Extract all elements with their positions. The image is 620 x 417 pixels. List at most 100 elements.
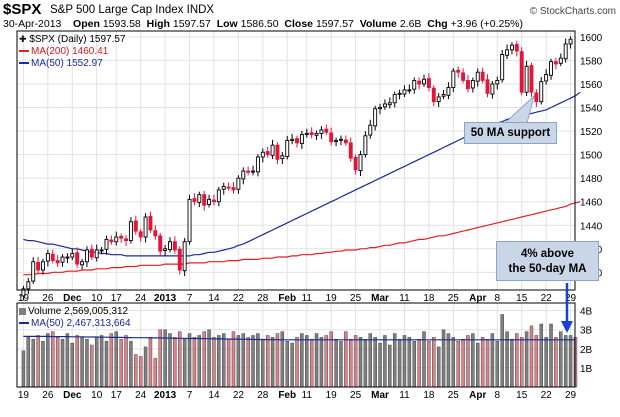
candle-body — [363, 135, 368, 156]
candle-body — [299, 134, 304, 144]
candle-body — [368, 124, 373, 136]
candle-body — [236, 177, 241, 190]
candle-body — [84, 249, 89, 263]
above-ma-callout: 4% above the 50-day MA — [496, 241, 599, 281]
volume-bar — [314, 333, 319, 388]
candle-body — [358, 154, 363, 172]
volume-bar — [309, 339, 314, 388]
price-tick-label: 1460 — [580, 198, 603, 209]
volume-bar — [134, 354, 138, 388]
ma-support-pointer — [503, 94, 535, 124]
candle-body — [524, 65, 529, 93]
volume-x-tick-label: 10 — [91, 390, 103, 401]
volume-bar — [31, 339, 35, 388]
volume-bar — [70, 342, 75, 388]
high-label: High — [146, 18, 170, 30]
candle-body — [329, 132, 334, 143]
volume-bar — [231, 331, 236, 388]
high-value: 1597.57 — [172, 18, 211, 30]
volume-x-tick-label: 11 — [399, 390, 410, 401]
change-value: +3.96 (+0.25%) — [450, 18, 524, 30]
candle-body — [568, 38, 573, 45]
price-legend-item: ✚ $SPX (Daily) 1597.57 — [19, 33, 126, 46]
candle-body — [163, 248, 168, 251]
volume-bar — [75, 335, 79, 388]
x-tick-label: Feb — [278, 293, 296, 304]
volume-bar — [490, 333, 495, 388]
volume-bar — [319, 337, 324, 388]
x-tick-label: 26 — [42, 293, 54, 304]
candle-body — [270, 144, 275, 156]
candle-body — [534, 92, 539, 103]
volume-bar — [446, 333, 451, 388]
volume-bar — [563, 335, 568, 388]
candle-body — [426, 78, 431, 88]
candle-body — [109, 239, 114, 243]
candle-body — [553, 61, 558, 65]
candle-body — [119, 235, 124, 239]
candle-body — [94, 249, 99, 259]
volume-legend-text: Volume 2,569,005,312 — [28, 306, 129, 317]
volume-bar — [261, 339, 265, 388]
candle-body — [65, 256, 70, 259]
volume-bar — [41, 340, 45, 388]
volume-x-tick-label: 17 — [111, 390, 123, 401]
price-tick-label: 1560 — [580, 80, 603, 91]
quote-line: 30-Apr-2013 Open 1593.58 High 1597.57 Lo… — [3, 18, 523, 30]
candle-body — [221, 185, 226, 190]
volume-bar — [119, 339, 123, 388]
candle-body — [509, 44, 514, 51]
volume-bar — [197, 335, 202, 388]
volume-bar — [412, 340, 416, 388]
volume-bar — [99, 335, 104, 388]
candle-body — [246, 170, 251, 173]
x-tick-label: 11 — [399, 293, 410, 304]
volume-bar — [427, 340, 431, 388]
volume-bar — [241, 333, 245, 388]
ma50-legend-item: MA(50) 1552.97 — [19, 58, 126, 70]
candle-body — [99, 249, 104, 252]
volume-bar — [26, 337, 31, 388]
candle-body — [456, 69, 461, 73]
volume-bar — [212, 337, 216, 388]
volume-x-tick-label: 14 — [208, 390, 220, 401]
x-tick-label: 28 — [257, 293, 269, 304]
candle-body — [192, 198, 197, 203]
candle-body — [431, 87, 436, 103]
volume-bar — [383, 335, 387, 388]
candle-body — [168, 241, 172, 250]
candle-body — [280, 155, 285, 160]
x-tick-label: 24 — [135, 293, 147, 304]
candle-body — [70, 253, 75, 258]
volume-bar — [246, 337, 250, 388]
candle-body — [290, 138, 295, 141]
quote-date: 30-Apr-2013 — [3, 18, 62, 30]
candle-body — [172, 241, 177, 251]
volume-bar — [407, 337, 412, 388]
candle-body — [495, 79, 500, 85]
volume-bar — [451, 337, 456, 388]
ma50-line — [23, 91, 581, 257]
x-tick-label: 11 — [302, 293, 313, 304]
volume-bar — [510, 339, 514, 388]
volume-bar — [202, 331, 206, 388]
index-full-name: S&P 500 Large Cap Index — [50, 4, 184, 16]
volume-bar — [251, 335, 255, 388]
volume-x-tick-label: 11 — [302, 390, 313, 401]
candle-body — [382, 103, 387, 108]
volume-x-tick-label: 24 — [135, 390, 147, 401]
volume-bar — [192, 337, 197, 388]
volume-bar — [187, 333, 192, 388]
candle-body — [216, 189, 221, 203]
candle-body — [148, 215, 153, 231]
volume-bar — [495, 340, 499, 388]
candle-body — [36, 262, 41, 271]
candle-body — [31, 261, 36, 282]
candle-body — [60, 256, 65, 263]
candle-body — [89, 248, 94, 258]
candle-body — [490, 83, 495, 95]
price-tick-label: 1580 — [580, 56, 603, 67]
volume-bar — [324, 335, 329, 388]
volume-bar — [295, 337, 299, 388]
